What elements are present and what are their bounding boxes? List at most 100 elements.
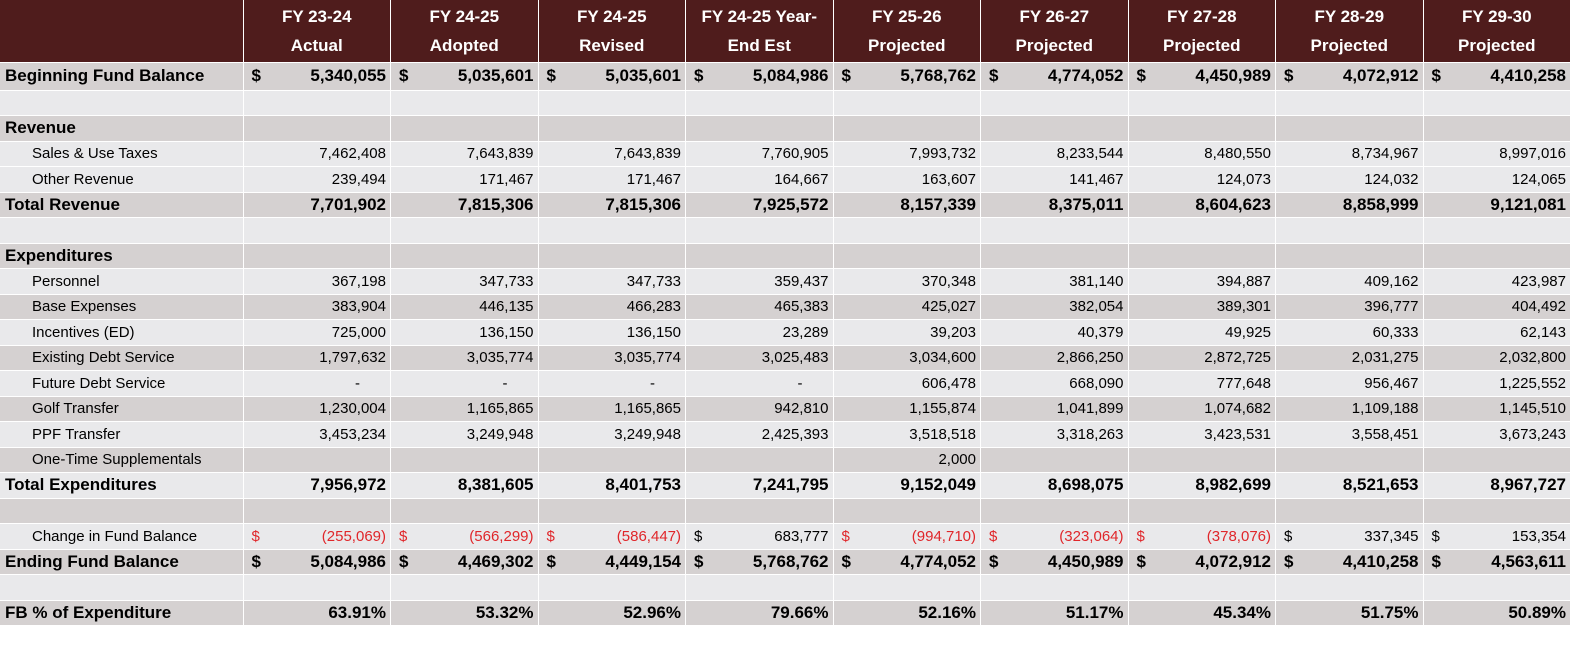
value-cell (390, 447, 539, 473)
currency-symbol: $ (989, 66, 999, 85)
currency-symbol: $ (251, 551, 261, 571)
row-ppf-transfer: PPF Transfer 3,453,234 3,249,948 3,249,948 2… (0, 421, 1571, 448)
value-cell: 2,866,250 (980, 345, 1129, 371)
column-header: FY 29-30 Projected (1423, 0, 1571, 63)
value-cell: 8,233,544 (980, 141, 1129, 167)
value-cell (833, 574, 981, 601)
currency-symbol: $ (694, 551, 704, 571)
row-label (0, 574, 244, 601)
value-cell: 359,437 (685, 268, 834, 295)
value-cell: 8,858,999 (1275, 192, 1424, 218)
value-cell: $4,563,611 (1423, 549, 1571, 575)
value-cell: $ (586,447) (538, 523, 686, 550)
currency-symbol: $ (251, 527, 260, 545)
value-cell: 1,165,865 (390, 396, 539, 422)
cell-value: (323,064) (1059, 527, 1124, 545)
value-cell (1128, 217, 1276, 244)
value-cell (833, 243, 981, 269)
value-cell: 3,423,531 (1128, 421, 1276, 448)
row-label: Total Revenue (0, 192, 244, 218)
value-cell: 8,982,699 (1128, 472, 1276, 499)
column-header: FY 24-25 Year- End Est (685, 0, 834, 63)
value-cell: 606,478 (833, 370, 981, 397)
cell-value: 4,469,302 (457, 551, 534, 571)
value-cell: 60,333 (1275, 319, 1424, 346)
row-label (0, 498, 244, 524)
value-cell: 3,518,518 (833, 421, 981, 448)
fund-balance-table: FY 23-24 Actual FY 24-25 Adopted FY 24-25 R… (0, 0, 1571, 626)
value-cell (538, 447, 686, 473)
value-cell (685, 115, 834, 142)
value-cell (538, 217, 686, 244)
value-cell (1423, 217, 1571, 244)
value-cell: 7,643,839 (538, 141, 686, 167)
value-cell: 409,162 (1275, 268, 1424, 295)
cell-value: 5,035,601 (457, 66, 534, 85)
value-cell (980, 217, 1129, 244)
value-cell (390, 498, 539, 524)
value-cell: - (390, 370, 539, 397)
cell-value: (566,299) (469, 527, 534, 545)
currency-symbol: $ (841, 66, 851, 85)
value-cell: - (243, 370, 391, 397)
value-cell: 7,241,795 (685, 472, 834, 499)
cell-value: 5,084,986 (752, 66, 829, 85)
cell-value: 4,072,912 (1195, 551, 1271, 571)
value-cell: - (685, 370, 834, 397)
value-cell: $5,035,601 (390, 62, 539, 91)
currency-symbol: $ (694, 66, 704, 85)
value-cell (1423, 447, 1571, 473)
header-row: FY 23-24 Actual FY 24-25 Adopted FY 24-25 R… (0, 0, 1571, 63)
value-cell: 8,401,753 (538, 472, 686, 499)
spacer-row (0, 498, 1571, 524)
row-sales-taxes: Sales & Use Taxes 7,462,408 7,643,839 7,643… (0, 141, 1571, 167)
value-cell: 23,289 (685, 319, 834, 346)
value-cell: 45.34% (1128, 600, 1276, 626)
value-cell: $5,768,762 (833, 62, 981, 91)
currency-symbol: $ (399, 66, 409, 85)
currency-symbol: $ (1431, 66, 1441, 85)
currency-symbol: $ (841, 551, 851, 571)
value-cell: 7,643,839 (390, 141, 539, 167)
value-cell: 396,777 (1275, 294, 1424, 320)
value-cell: $ (323,064) (980, 523, 1129, 550)
value-cell (1275, 243, 1424, 269)
value-cell: 3,034,600 (833, 345, 981, 371)
currency-symbol: $ (546, 527, 555, 545)
value-cell (390, 115, 539, 142)
value-cell: 136,150 (390, 319, 539, 346)
value-cell: 62,143 (1423, 319, 1571, 346)
value-cell: 7,701,902 (243, 192, 391, 218)
value-cell: 49,925 (1128, 319, 1276, 346)
value-cell: 2,872,725 (1128, 345, 1276, 371)
value-cell: 1,109,188 (1275, 396, 1424, 422)
value-cell: 40,379 (980, 319, 1129, 346)
value-cell: $4,072,912 (1128, 549, 1276, 575)
value-cell: $4,774,052 (980, 62, 1129, 91)
currency-symbol: $ (1136, 66, 1146, 85)
value-cell (1128, 243, 1276, 269)
row-label: Ending Fund Balance (0, 549, 244, 575)
cell-value: (255,069) (321, 527, 386, 545)
value-cell: $4,450,989 (980, 549, 1129, 575)
value-cell: 171,467 (538, 166, 686, 193)
row-label: Sales & Use Taxes (0, 141, 244, 167)
value-cell (1128, 90, 1276, 116)
cell-value: 4,449,154 (605, 551, 681, 571)
value-cell (390, 243, 539, 269)
value-cell (685, 574, 834, 601)
spacer-row (0, 217, 1571, 244)
value-cell: 1,230,004 (243, 396, 391, 422)
value-cell (1275, 574, 1424, 601)
value-cell: $5,084,986 (685, 62, 834, 91)
value-cell: 2,000 (833, 447, 981, 473)
value-cell (685, 90, 834, 116)
value-cell: 725,000 (243, 319, 391, 346)
value-cell: 9,152,049 (833, 472, 981, 499)
value-cell: $5,768,762 (685, 549, 834, 575)
value-cell: 7,993,732 (833, 141, 981, 167)
value-cell: 1,225,552 (1423, 370, 1571, 397)
value-cell: 382,054 (980, 294, 1129, 320)
value-cell: $4,410,258 (1275, 549, 1424, 575)
value-cell: 8,698,075 (980, 472, 1129, 499)
